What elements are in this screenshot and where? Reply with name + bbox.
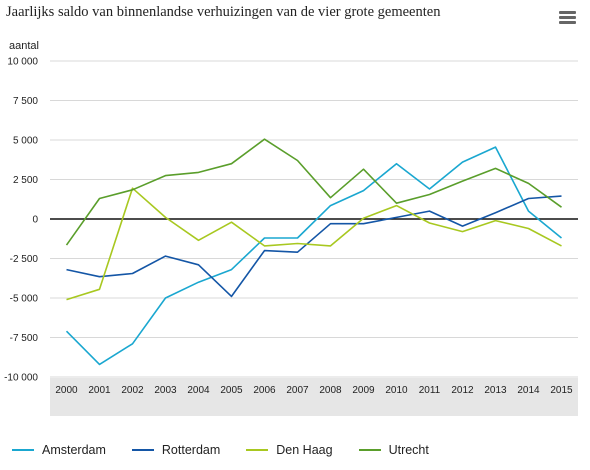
y-tick-label: 10 000 <box>7 57 38 68</box>
series-line-den-haag <box>66 187 562 301</box>
x-tick-label: 2006 <box>253 385 276 396</box>
series-lines <box>65 138 563 366</box>
x-tick-label: 2003 <box>154 385 177 396</box>
legend-swatch <box>131 449 154 451</box>
series-line-amsterdam <box>65 146 563 366</box>
legend-label: Utrecht <box>388 443 429 457</box>
x-axis-band <box>50 378 578 416</box>
x-tick-label: 2011 <box>419 385 441 396</box>
y-tick-label: 7 500 <box>13 96 38 107</box>
x-tick-label: 2014 <box>517 385 540 396</box>
y-tick-label: -5 000 <box>10 294 39 305</box>
y-tick-label: 5 000 <box>13 136 38 147</box>
x-tick-label: 2005 <box>220 385 243 396</box>
x-tick-label: 2002 <box>121 385 144 396</box>
y-tick-label: -2 500 <box>10 254 39 265</box>
legend: Amsterdam Rotterdam Den Haag Utrecht <box>12 443 429 457</box>
x-tick-label: 2004 <box>187 385 210 396</box>
series-line-utrecht <box>65 138 562 246</box>
x-tick-labels: 2000 2001 2002 2003 2004 2005 2006 2007 2008 2009… <box>55 385 573 396</box>
x-tick-label: 2012 <box>451 385 474 396</box>
x-tick-label: 2010 <box>385 385 408 396</box>
x-tick-label: 2000 <box>55 385 78 396</box>
y-tick-labels: 10 000 7 500 5 000 2 500 0 -2 500 -5 000 -7 500… <box>4 57 38 384</box>
series-line-rotterdam <box>66 195 562 298</box>
hamburger-menu-icon[interactable] <box>559 11 576 25</box>
y-tick-label: 0 <box>32 215 38 226</box>
legend-label: Amsterdam <box>42 443 106 457</box>
legend-item-amsterdam[interactable]: Amsterdam <box>12 443 106 457</box>
x-tick-label: 2008 <box>319 385 342 396</box>
legend-item-rotterdam[interactable]: Rotterdam <box>131 443 221 457</box>
legend-item-utrecht[interactable]: Utrecht <box>358 443 429 457</box>
legend-swatch <box>358 449 381 451</box>
legend-item-den-haag[interactable]: Den Haag <box>246 443 333 457</box>
legend-swatch <box>12 449 34 451</box>
y-tick-label: -10 000 <box>4 373 38 384</box>
x-tick-label: 2007 <box>286 385 309 396</box>
grid-lines <box>49 60 579 398</box>
y-tick-label: -7 500 <box>10 333 39 344</box>
legend-swatch <box>246 449 269 451</box>
y-axis-label: aantal <box>9 40 39 52</box>
x-tick-label: 2013 <box>484 385 507 396</box>
y-tick-label: 2 500 <box>13 175 38 186</box>
legend-label: Den Haag <box>276 443 333 457</box>
x-tick-label: 2015 <box>550 385 573 396</box>
x-tick-label: 2001 <box>88 385 111 396</box>
legend-label: Rotterdam <box>161 443 221 457</box>
chart-title: Jaarlijks saldo van binnenlandse verhuiz… <box>6 4 441 20</box>
x-tick-label: 2009 <box>352 385 375 396</box>
